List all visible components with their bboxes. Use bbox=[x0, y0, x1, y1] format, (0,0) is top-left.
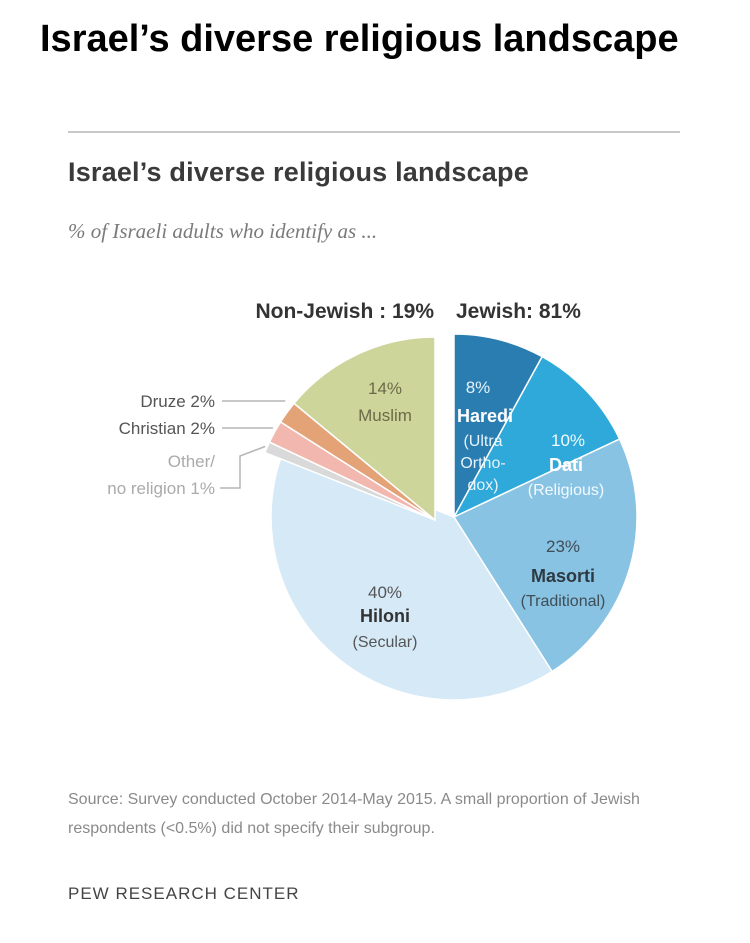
slice-value-dati: 10% bbox=[551, 431, 585, 450]
group-label-non-jewish: Non-Jewish : 19% bbox=[255, 300, 434, 323]
slice-name-dati: Dati bbox=[549, 455, 583, 475]
pie-slice-muslim bbox=[292, 336, 436, 522]
pie-slice-haredi bbox=[453, 333, 544, 518]
chart-subtitle: % of Israeli adults who identify as ... bbox=[68, 219, 378, 243]
callout-leader-other-no-religion-1 bbox=[220, 445, 266, 489]
slice-detail-masorti: (Traditional) bbox=[521, 593, 606, 610]
slice-value-haredi: 8% bbox=[466, 378, 491, 397]
top-divider bbox=[68, 131, 680, 133]
callout-label-other-no-religion-1: Other/ bbox=[168, 452, 216, 471]
source-note: Source: Survey conducted October 2014-Ma… bbox=[68, 791, 640, 837]
page-title: Israel’s diverse religious landscape bbox=[40, 18, 679, 60]
slice-value-muslim: 14% bbox=[368, 379, 402, 398]
slice-detail-hiloni: (Secular) bbox=[353, 634, 418, 651]
pie-slice-masorti bbox=[452, 438, 638, 673]
slice-name-hiloni: Hiloni bbox=[360, 606, 410, 626]
slice-detail-haredi: (Ultra bbox=[463, 433, 502, 450]
slice-detail-haredi: Ortho- bbox=[460, 455, 505, 472]
callout-label-druze-2: Druze 2% bbox=[140, 392, 215, 411]
organization-credit: PEW RESEARCH CENTER bbox=[68, 884, 300, 903]
slice-name-haredi: Haredi bbox=[457, 406, 513, 426]
slice-detail-haredi: dox) bbox=[467, 477, 498, 494]
chart-title: Israel’s diverse religious landscape bbox=[68, 157, 529, 187]
slice-detail-dati: (Religious) bbox=[528, 482, 604, 499]
callout-label-christian-2: Christian 2% bbox=[119, 419, 215, 438]
slice-value-hiloni: 40% bbox=[368, 583, 402, 602]
group-label-jewish: Jewish: 81% bbox=[456, 300, 581, 323]
callout-label-other-no-religion-1: no religion 1% bbox=[107, 479, 215, 498]
slice-name-muslim: Muslim bbox=[358, 406, 412, 425]
slice-name-masorti: Masorti bbox=[531, 566, 595, 586]
slice-value-masorti: 23% bbox=[546, 537, 580, 556]
pie-slice-hiloni bbox=[270, 448, 554, 701]
pie-slice-dati bbox=[452, 355, 621, 519]
